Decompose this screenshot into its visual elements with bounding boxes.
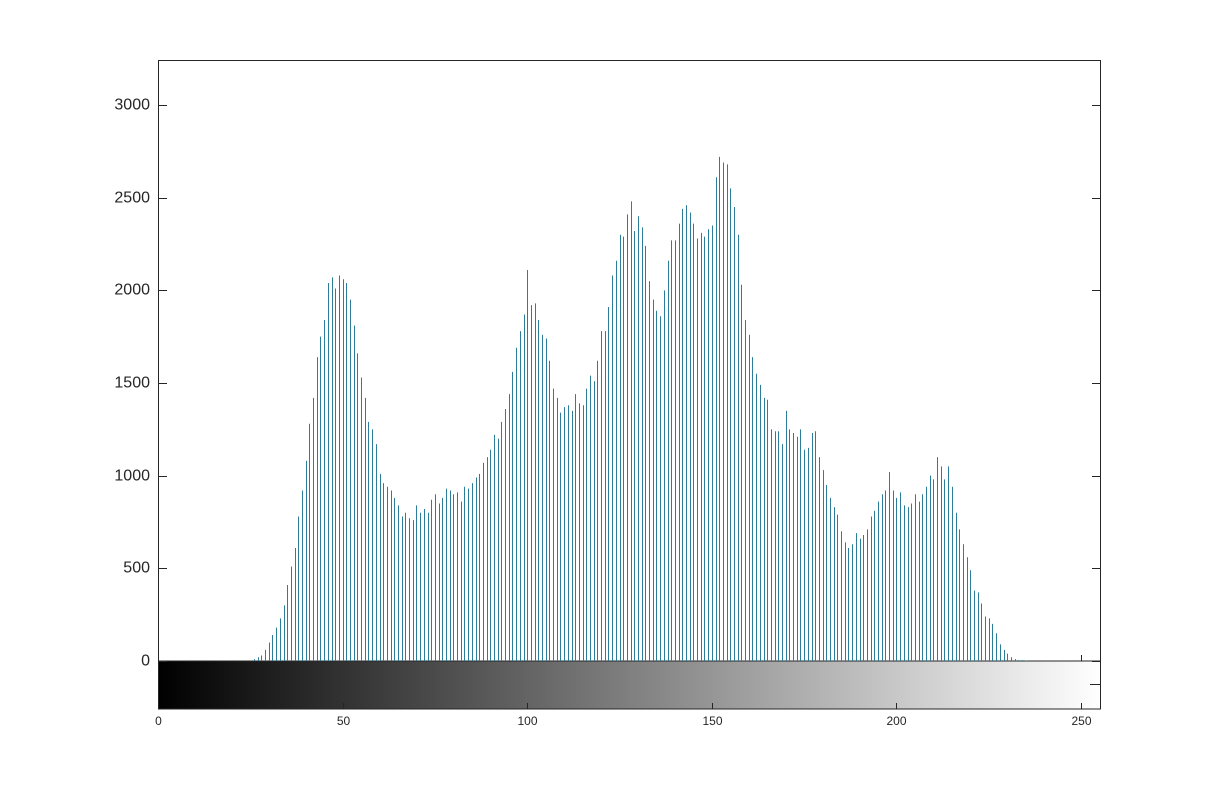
y-tick-label: 1000 [114, 468, 150, 485]
x-tick-label: 50 [337, 714, 351, 728]
x-tick-label: 100 [517, 714, 537, 728]
y-tick-label: 500 [123, 560, 150, 577]
x-tick-label: 150 [702, 714, 722, 728]
y-tick-label: 0 [141, 653, 150, 670]
y-tick-label: 1500 [114, 375, 150, 392]
y-tick-label: 2000 [114, 282, 150, 299]
x-tick-label: 250 [1071, 714, 1091, 728]
x-tick-label: 0 [155, 714, 162, 728]
x-tick-label: 200 [886, 714, 906, 728]
y-tick-label: 2500 [114, 190, 150, 207]
y-tick-label: 3000 [114, 97, 150, 114]
colorbar [158, 661, 1101, 709]
